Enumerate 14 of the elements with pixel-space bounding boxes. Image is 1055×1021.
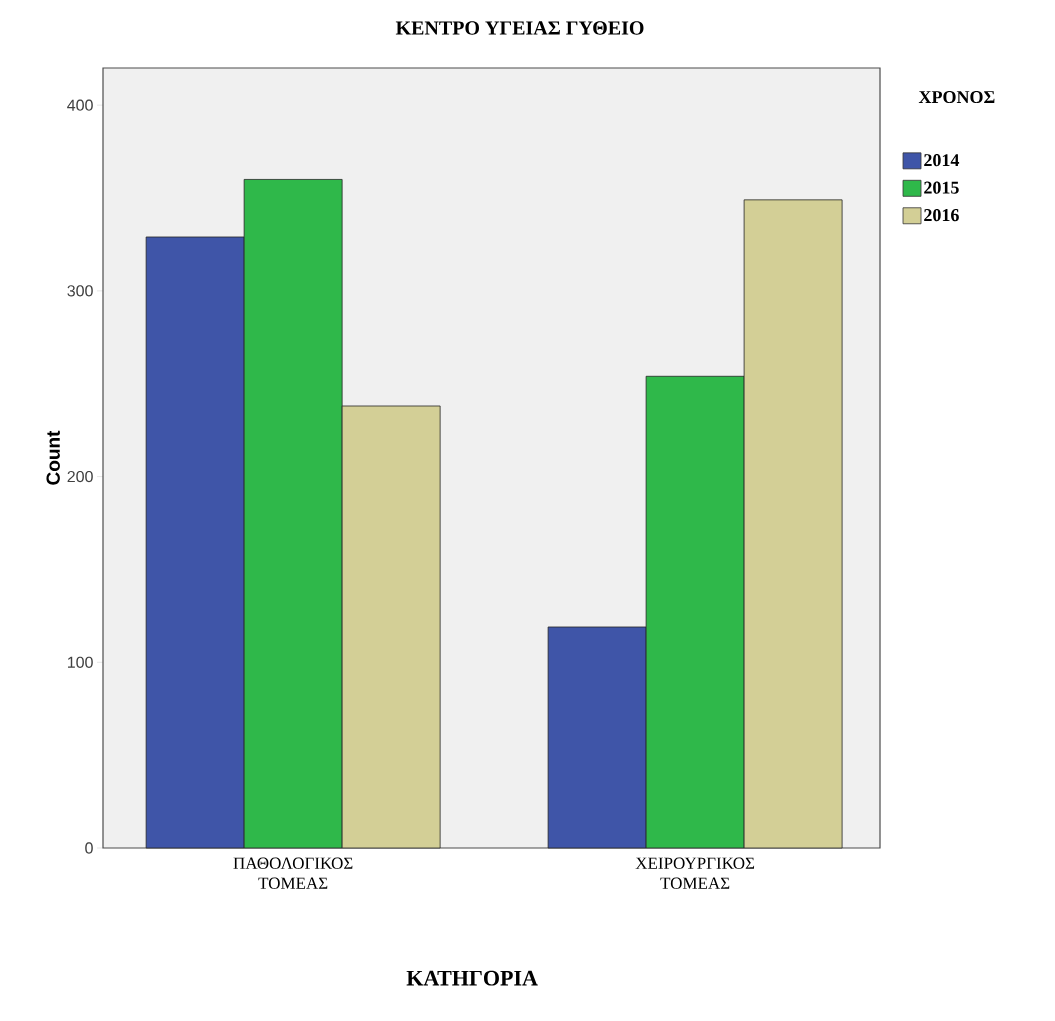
x-tick-label: ΠΑΘΟΛΟΓΙΚΟΣ ΤΟΜΕΑΣ [233,857,353,889]
y-tick-label: 300 [67,285,93,297]
legend-title: ΧΡΟΝΟΣ [918,91,995,104]
legend-label: 2014 [924,154,960,167]
y-tick-label: 100 [68,656,93,668]
y-axis-title: Count [46,430,60,485]
x-axis-title: ΚΑΤΗΓΟΡΙΑ [406,970,538,986]
legend-label: 2016 [924,209,959,222]
legend-label: 2015 [924,181,959,194]
y-tick-label: 400 [67,99,93,111]
x-tick-label: ΧΕΙΡΟΥΡΓΙΚΟΣ ΤΟΜΕΑΣ [635,857,755,889]
y-tick-label: 0 [85,842,93,854]
y-tick-label: 200 [67,470,93,483]
chart-title: ΚΕΝΤΡΟ ΥΓΕΙΑΣ ΓΥΘΕΙΟ [395,21,644,35]
